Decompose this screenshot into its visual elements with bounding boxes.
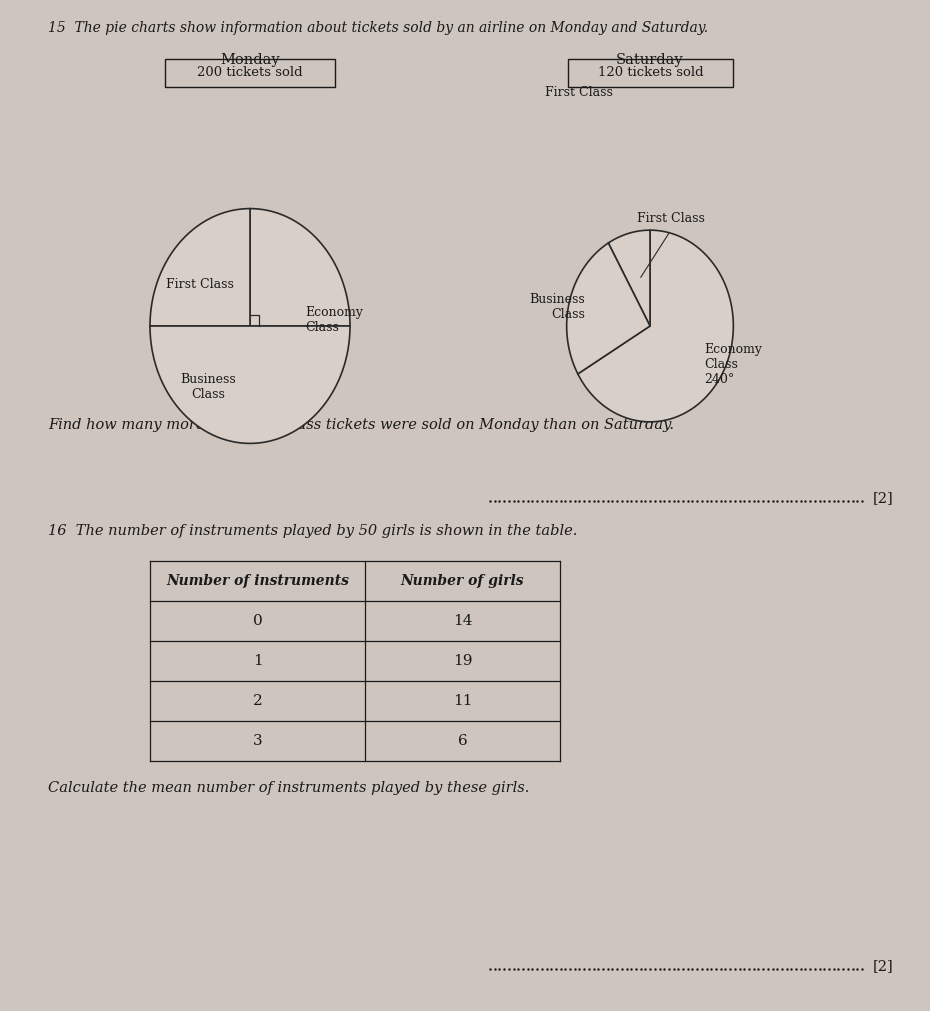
Text: Number of girls: Number of girls	[401, 574, 525, 588]
Text: 1: 1	[253, 654, 262, 668]
Polygon shape	[578, 231, 734, 422]
Polygon shape	[250, 208, 350, 326]
Text: First Class: First Class	[166, 278, 234, 291]
Polygon shape	[608, 231, 650, 326]
Text: 14: 14	[453, 614, 472, 628]
Text: 200 tickets sold: 200 tickets sold	[197, 67, 303, 80]
Text: Economy
Class
240°: Economy Class 240°	[704, 343, 763, 386]
Text: 11: 11	[453, 694, 472, 708]
Text: 2: 2	[253, 694, 262, 708]
Text: 16  The number of instruments played by 50 girls is shown in the table.: 16 The number of instruments played by 5…	[48, 524, 578, 538]
FancyBboxPatch shape	[568, 59, 733, 87]
Text: 15  The pie charts show information about tickets sold by an airline on Monday a: 15 The pie charts show information about…	[48, 21, 708, 35]
Text: Economy
Class: Economy Class	[305, 306, 363, 334]
Text: 6: 6	[458, 734, 468, 748]
Text: First Class: First Class	[545, 86, 613, 99]
Text: 3: 3	[253, 734, 262, 748]
Text: Business
Class: Business Class	[529, 293, 585, 320]
Text: Business
Class: Business Class	[180, 373, 236, 401]
Text: 19: 19	[453, 654, 472, 668]
Text: Monday: Monday	[220, 53, 280, 67]
FancyBboxPatch shape	[165, 59, 335, 87]
Polygon shape	[566, 243, 650, 374]
Text: [2]: [2]	[873, 959, 894, 973]
Polygon shape	[150, 326, 350, 444]
Text: 120 tickets sold: 120 tickets sold	[598, 67, 703, 80]
Text: First Class: First Class	[637, 212, 705, 225]
Text: Saturday: Saturday	[617, 53, 684, 67]
Text: 0: 0	[253, 614, 262, 628]
Text: Find how many more Economy Class tickets were sold on Monday than on Saturday.: Find how many more Economy Class tickets…	[48, 418, 674, 432]
Text: Number of instruments: Number of instruments	[166, 574, 349, 588]
Polygon shape	[150, 208, 250, 326]
Text: [2]: [2]	[873, 491, 894, 506]
Text: Calculate the mean number of instruments played by these girls.: Calculate the mean number of instruments…	[48, 782, 529, 795]
